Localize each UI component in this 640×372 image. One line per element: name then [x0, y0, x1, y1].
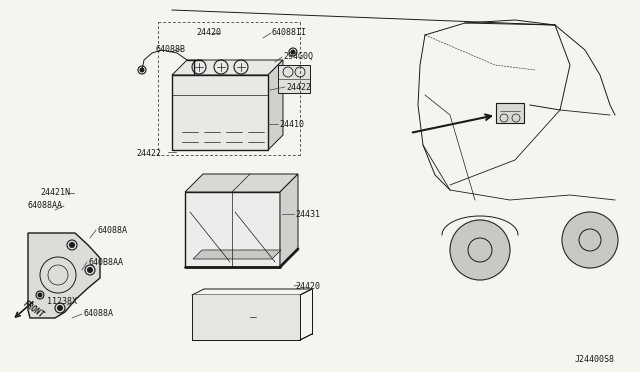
Text: 24431: 24431 — [295, 210, 320, 219]
Polygon shape — [192, 295, 300, 340]
Circle shape — [291, 50, 295, 54]
Text: 24422: 24422 — [136, 149, 161, 158]
Text: FRONT: FRONT — [22, 300, 46, 320]
Text: 64088A: 64088A — [83, 309, 113, 318]
FancyBboxPatch shape — [278, 65, 310, 93]
Polygon shape — [172, 60, 283, 75]
Text: 24420: 24420 — [196, 28, 221, 37]
Text: 64088A: 64088A — [97, 226, 127, 235]
Text: 294G0Q: 294G0Q — [283, 52, 313, 61]
FancyBboxPatch shape — [496, 103, 524, 123]
Text: 64088B: 64088B — [155, 45, 185, 54]
Text: 24420: 24420 — [295, 282, 320, 291]
Text: 64088II: 64088II — [272, 28, 307, 37]
Text: 24421N: 24421N — [40, 188, 70, 197]
Polygon shape — [193, 250, 281, 259]
Text: J24400S8: J24400S8 — [575, 355, 615, 364]
Polygon shape — [172, 75, 268, 150]
Text: 64088AA: 64088AA — [27, 201, 62, 210]
Polygon shape — [28, 233, 100, 318]
Text: 11238X: 11238X — [47, 297, 77, 306]
Circle shape — [450, 220, 510, 280]
Polygon shape — [185, 192, 280, 267]
Circle shape — [58, 305, 63, 311]
Circle shape — [70, 243, 74, 247]
Polygon shape — [185, 174, 298, 192]
Text: 24410: 24410 — [279, 120, 304, 129]
Polygon shape — [280, 174, 298, 267]
Polygon shape — [268, 60, 283, 150]
Circle shape — [38, 293, 42, 297]
Circle shape — [140, 68, 144, 72]
Text: 640B8AA: 640B8AA — [88, 258, 123, 267]
Text: 24422: 24422 — [286, 83, 311, 92]
Circle shape — [562, 212, 618, 268]
Circle shape — [88, 267, 93, 273]
